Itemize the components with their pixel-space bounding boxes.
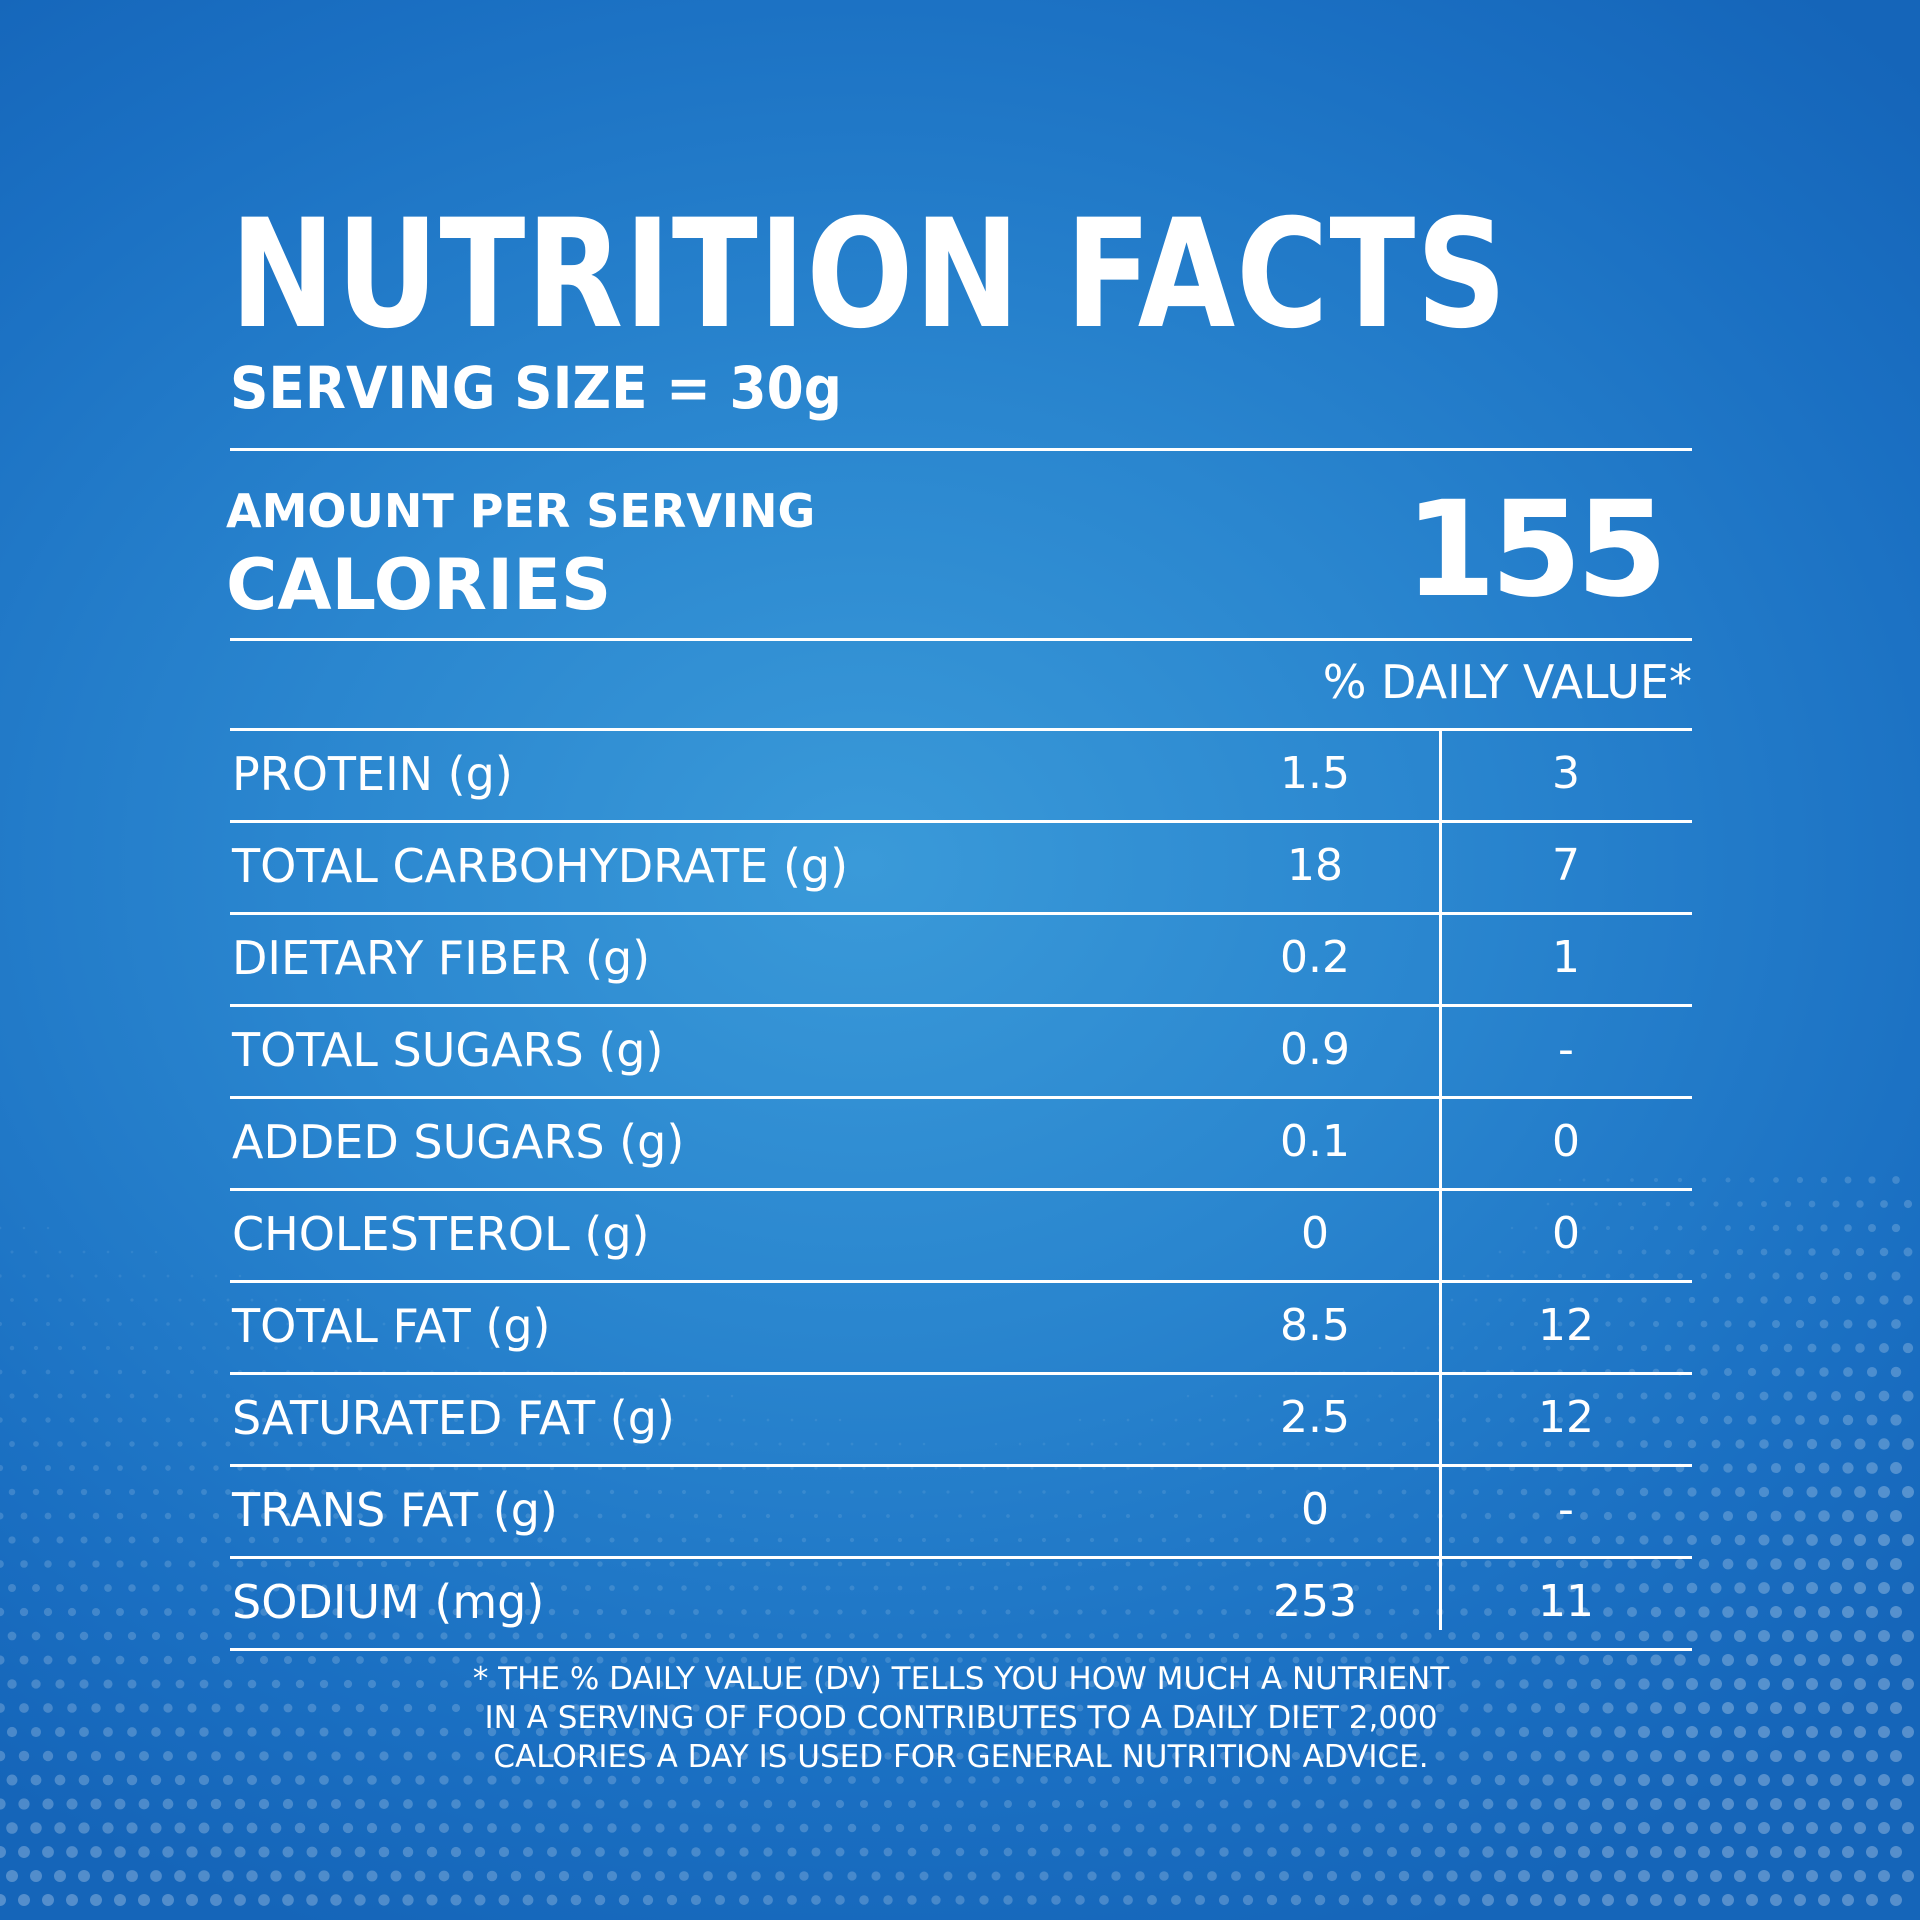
daily-value-header: % DAILY VALUE* — [1322, 655, 1692, 709]
nutrient-daily-value: 12 — [1538, 1392, 1594, 1443]
table-row: TOTAL FAT (g) 8.5 12 — [230, 1283, 1692, 1375]
divider-calories — [230, 638, 1692, 641]
table-row: SATURATED FAT (g) 2.5 12 — [230, 1375, 1692, 1467]
nutrient-amount: 2.5 — [1280, 1392, 1350, 1443]
nutrient-amount: 8.5 — [1280, 1300, 1350, 1351]
table-row: TRANS FAT (g) 0 - — [230, 1467, 1692, 1559]
table-row: CHOLESTEROL (g) 0 0 — [230, 1191, 1692, 1283]
table-row: SODIUM (mg) 253 11 — [230, 1559, 1692, 1651]
nutrient-daily-value: 1 — [1552, 932, 1580, 983]
daily-value-footnote: * THE % DAILY VALUE (DV) TELLS YOU HOW M… — [230, 1660, 1692, 1777]
amount-per-serving-label: AMOUNT PER SERVING — [226, 484, 816, 538]
nutrient-daily-value: 0 — [1552, 1208, 1580, 1259]
nutrient-name: CHOLESTEROL (g) — [232, 1207, 650, 1261]
nutrient-daily-value: - — [1558, 1024, 1574, 1075]
table-row: TOTAL SUGARS (g) 0.9 - — [230, 1007, 1692, 1099]
nutrient-amount: 1.5 — [1280, 748, 1350, 799]
nutrient-name: SATURATED FAT (g) — [232, 1391, 675, 1445]
footnote-line: IN A SERVING OF FOOD CONTRIBUTES TO A DA… — [484, 1700, 1438, 1736]
nutrient-table: PROTEIN (g) 1.5 3 TOTAL CARBOHYDRATE (g)… — [230, 728, 1692, 1651]
nutrient-name: PROTEIN (g) — [232, 747, 513, 801]
nutrient-name: TRANS FAT (g) — [232, 1483, 558, 1537]
calories-label: CALORIES — [226, 544, 612, 626]
nutrient-daily-value: 0 — [1552, 1116, 1580, 1167]
table-row: TOTAL CARBOHYDRATE (g) 18 7 — [230, 823, 1692, 915]
nutrient-amount: 18 — [1287, 840, 1343, 891]
nutrient-name: TOTAL FAT (g) — [232, 1299, 551, 1353]
table-row: PROTEIN (g) 1.5 3 — [230, 731, 1692, 823]
page-title: NUTRITION FACTS — [230, 188, 1508, 362]
nutrient-daily-value: - — [1558, 1484, 1574, 1535]
serving-size: SERVING SIZE = 30g — [230, 354, 842, 422]
nutrient-amount: 253 — [1273, 1576, 1357, 1627]
footnote-line: CALORIES A DAY IS USED FOR GENERAL NUTRI… — [493, 1739, 1429, 1775]
nutrient-amount: 0.2 — [1280, 932, 1350, 983]
nutrient-daily-value: 12 — [1538, 1300, 1594, 1351]
nutrient-amount: 0.9 — [1280, 1024, 1350, 1075]
nutrient-name: DIETARY FIBER (g) — [232, 931, 651, 985]
nutrient-amount: 0 — [1301, 1208, 1329, 1259]
nutrient-amount: 0.1 — [1280, 1116, 1350, 1167]
nutrient-name: TOTAL SUGARS (g) — [232, 1023, 664, 1077]
nutrient-name: SODIUM (mg) — [232, 1575, 545, 1629]
column-divider — [1439, 731, 1442, 1630]
nutrient-daily-value: 11 — [1538, 1576, 1594, 1627]
table-row: DIETARY FIBER (g) 0.2 1 — [230, 915, 1692, 1007]
nutrient-name: TOTAL CARBOHYDRATE (g) — [232, 839, 849, 893]
nutrient-daily-value: 3 — [1552, 748, 1580, 799]
footnote-line: * THE % DAILY VALUE (DV) TELLS YOU HOW M… — [472, 1661, 1450, 1697]
divider-table-top — [230, 728, 1692, 731]
nutrient-name: ADDED SUGARS (g) — [232, 1115, 685, 1169]
divider-top — [230, 448, 1692, 451]
table-row: ADDED SUGARS (g) 0.1 0 — [230, 1099, 1692, 1191]
nutrient-amount: 0 — [1301, 1484, 1329, 1535]
nutrient-daily-value: 7 — [1552, 840, 1580, 891]
calories-value: 155 — [1404, 473, 1668, 627]
